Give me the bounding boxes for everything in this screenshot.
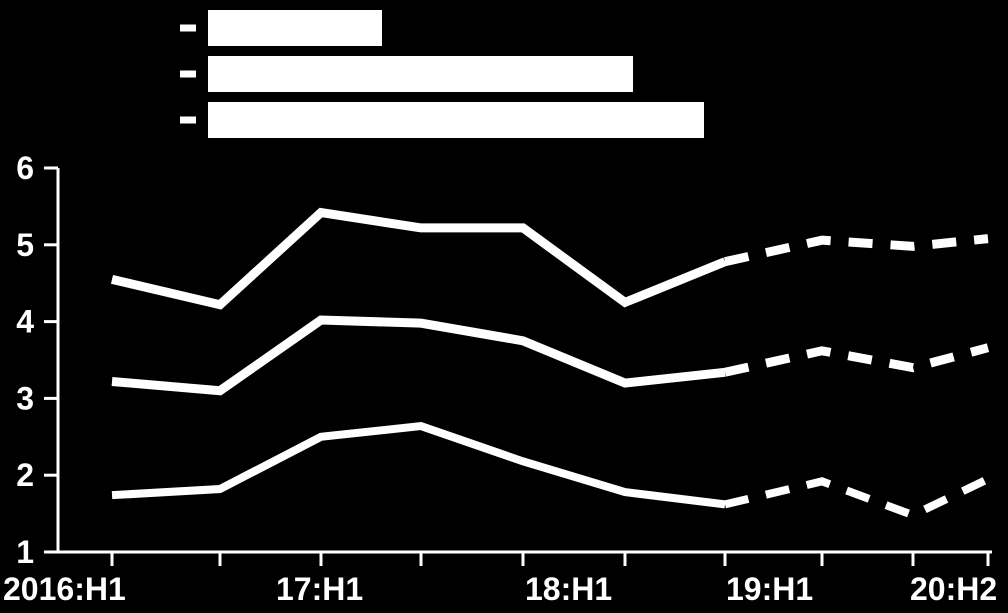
y-tick-label: 3 [16,380,34,416]
x-tick-label: 18:H1 [525,571,612,607]
y-tick-label: 5 [16,227,34,263]
chart-canvas: 1 2 3 4 5 6 2016:H1 17:H1 18:H1 19:H1 20:H2 [0,0,1008,613]
y-tick-label: 2 [16,457,34,493]
x-tick-label: 2016:H1 [3,571,126,607]
legend-swatch [208,102,704,138]
y-tick-label: 6 [16,150,34,186]
y-tick-label: 1 [16,534,34,570]
legend-swatch [208,10,382,46]
legend-swatch [208,56,633,92]
y-tick-label: 4 [16,304,34,340]
x-tick-label: 19:H1 [726,571,813,607]
x-tick-label: 17:H1 [276,571,363,607]
x-tick-label: 20:H2 [910,571,997,607]
